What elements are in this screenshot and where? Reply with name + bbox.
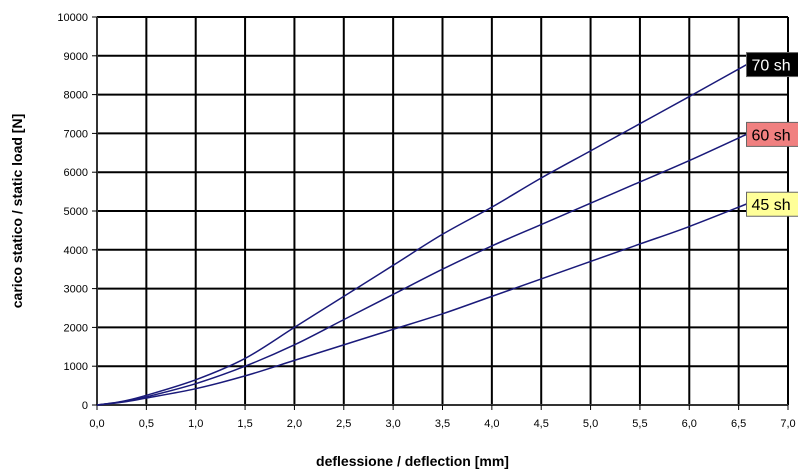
x-tick-label: 2,5 (336, 418, 351, 430)
series-label: 60 sh (746, 121, 798, 147)
series-lines (96, 62, 749, 406)
series-label-text: 60 sh (752, 127, 791, 144)
y-tick-label: 5000 (64, 206, 88, 218)
x-tick-label: 0,5 (139, 418, 154, 430)
series-line (96, 202, 749, 406)
y-axis-title: carico statico / static load [N] (9, 114, 25, 309)
x-tick-label: 1,0 (188, 418, 203, 430)
y-tick-label: 0 (82, 400, 88, 412)
y-tick-label: 2000 (64, 322, 88, 334)
series-line (96, 132, 749, 406)
y-tick-label: 10000 (57, 12, 88, 24)
y-tick-label: 9000 (64, 51, 88, 63)
y-tick-label: 8000 (64, 90, 88, 102)
tick-labels: 0,0 0,5 1,0 1,5 2,0 2,5 3,0 3,5 4,0 4,5 5,0 5,5 6,0 6… (57, 12, 795, 430)
series-label-box (746, 121, 798, 147)
y-tick-label: 3000 (64, 284, 88, 296)
series-label-text: 70 sh (752, 58, 791, 75)
x-tick-label: 7,0 (780, 418, 795, 430)
y-tick-label: 4000 (64, 245, 88, 257)
x-tick-label: 4,5 (534, 418, 549, 430)
x-tick-label: 0,0 (89, 418, 104, 430)
y-tick-label: 7000 (64, 128, 88, 140)
x-tick-label: 3,0 (385, 418, 400, 430)
x-tick-label: 5,5 (632, 418, 647, 430)
x-tick-label: 1,5 (237, 418, 252, 430)
series-label-text: 45 sh (752, 197, 791, 214)
x-tick-label: 6,5 (731, 418, 746, 430)
x-tick-label: 4,0 (484, 418, 499, 430)
y-tick-label: 1000 (64, 361, 88, 373)
series-line (96, 62, 749, 406)
x-tick-label: 3,5 (435, 418, 450, 430)
series-label: 70 sh (746, 52, 798, 78)
x-tick-label: 5,0 (583, 418, 598, 430)
grid (96, 16, 789, 406)
x-tick-label: 6,0 (682, 418, 697, 430)
series-label-box (746, 52, 798, 78)
x-tick-label: 2,0 (287, 418, 302, 430)
series-labels: 70 sh 60 sh 45 sh (746, 52, 798, 217)
x-axis-title: deflessione / deflection [mm] (316, 453, 509, 469)
series-label: 45 sh (746, 191, 798, 217)
series-label-box (746, 191, 798, 217)
y-tick-label: 6000 (64, 167, 88, 179)
